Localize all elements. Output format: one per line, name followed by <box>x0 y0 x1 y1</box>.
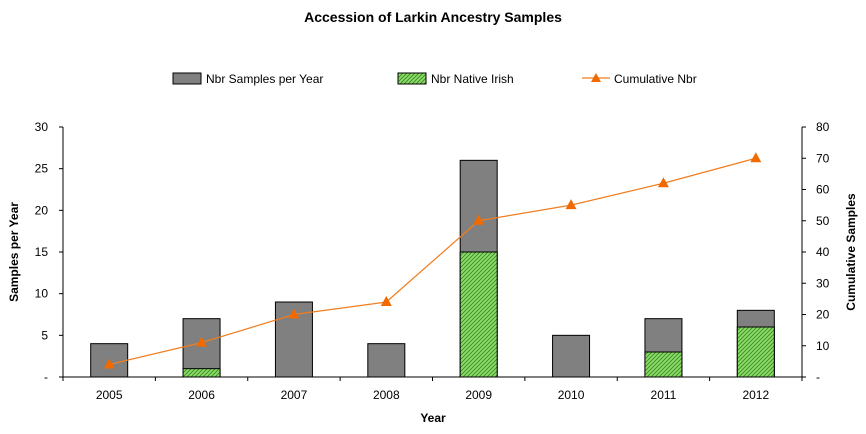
x-tick-label-2009: 2009 <box>465 388 492 402</box>
left-tick-label: 25 <box>35 162 49 176</box>
cumulative-point-2006 <box>196 336 208 347</box>
x-tick-label-2005: 2005 <box>96 388 123 402</box>
legend: Nbr Samples per Year Nbr Native Irish Cu… <box>172 72 697 86</box>
right-tick-label: 60 <box>816 183 830 197</box>
legend-swatch-samples <box>172 72 202 85</box>
left-axis-ticks: - 5 10 15 20 25 30 <box>35 120 63 384</box>
legend-label-cumulative: Cumulative Nbr <box>614 72 697 86</box>
left-tick-label: 5 <box>41 328 48 342</box>
bar-samples-2008 <box>367 343 406 378</box>
x-tick-label-2011: 2011 <box>651 388 677 402</box>
right-tick-label: 70 <box>816 151 830 165</box>
legend-swatch-native-irish <box>397 72 427 85</box>
cumulative-point-2009 <box>473 214 485 225</box>
left-tick-label: - <box>44 370 48 384</box>
bar-native-irish-2012 <box>736 326 775 378</box>
chart-title: Accession of Larkin Ancestry Samples <box>304 9 562 25</box>
cumulative-point-2007 <box>288 308 300 319</box>
right-tick-label: - <box>816 370 820 384</box>
bar-native-irish-2006 <box>182 368 221 378</box>
x-tick-label-2007: 2007 <box>281 388 308 402</box>
legend-marker-cumulative <box>591 73 601 82</box>
cumulative-point-2005 <box>103 358 115 369</box>
x-tick-label-2006: 2006 <box>188 388 215 402</box>
bar-native-irish-2009 <box>459 251 498 378</box>
legend-label-samples: Nbr Samples per Year <box>206 72 323 86</box>
left-tick-label: 15 <box>35 245 49 259</box>
right-tick-label: 20 <box>816 308 830 322</box>
line-layer <box>103 152 762 369</box>
y2-axis-label: Cumulative Samples <box>844 193 858 311</box>
bar-native-irish-2011 <box>644 351 683 378</box>
left-tick-label: 30 <box>35 120 49 134</box>
legend-label-native-irish: Nbr Native Irish <box>431 72 514 86</box>
cumulative-point-2011 <box>657 177 669 188</box>
x-axis-label: Year <box>420 411 446 425</box>
right-tick-label: 10 <box>816 339 830 353</box>
left-tick-label: 10 <box>35 287 49 301</box>
x-tick-label-2010: 2010 <box>558 388 585 402</box>
right-tick-label: 40 <box>816 245 830 259</box>
cumulative-line <box>109 157 756 366</box>
right-tick-label: 80 <box>816 120 830 134</box>
bar-samples-2010 <box>552 334 591 378</box>
axes <box>62 127 803 378</box>
x-tick-label-2008: 2008 <box>373 388 400 402</box>
right-axis-ticks: - 10 20 30 40 50 60 70 80 <box>802 120 830 384</box>
y-axis-label: Samples per Year <box>7 202 21 302</box>
right-tick-label: 30 <box>816 276 830 290</box>
bar-samples-2006 <box>182 318 221 378</box>
right-tick-label: 50 <box>816 214 830 228</box>
cumulative-point-2012 <box>750 152 762 163</box>
left-tick-label: 20 <box>35 203 49 217</box>
cumulative-point-2010 <box>565 199 577 210</box>
cumulative-point-2008 <box>380 296 392 306</box>
x-axis-ticks: 2005 2006 2007 2008 2009 2010 2011 2012 <box>62 377 803 402</box>
x-tick-label-2012: 2012 <box>742 388 769 402</box>
